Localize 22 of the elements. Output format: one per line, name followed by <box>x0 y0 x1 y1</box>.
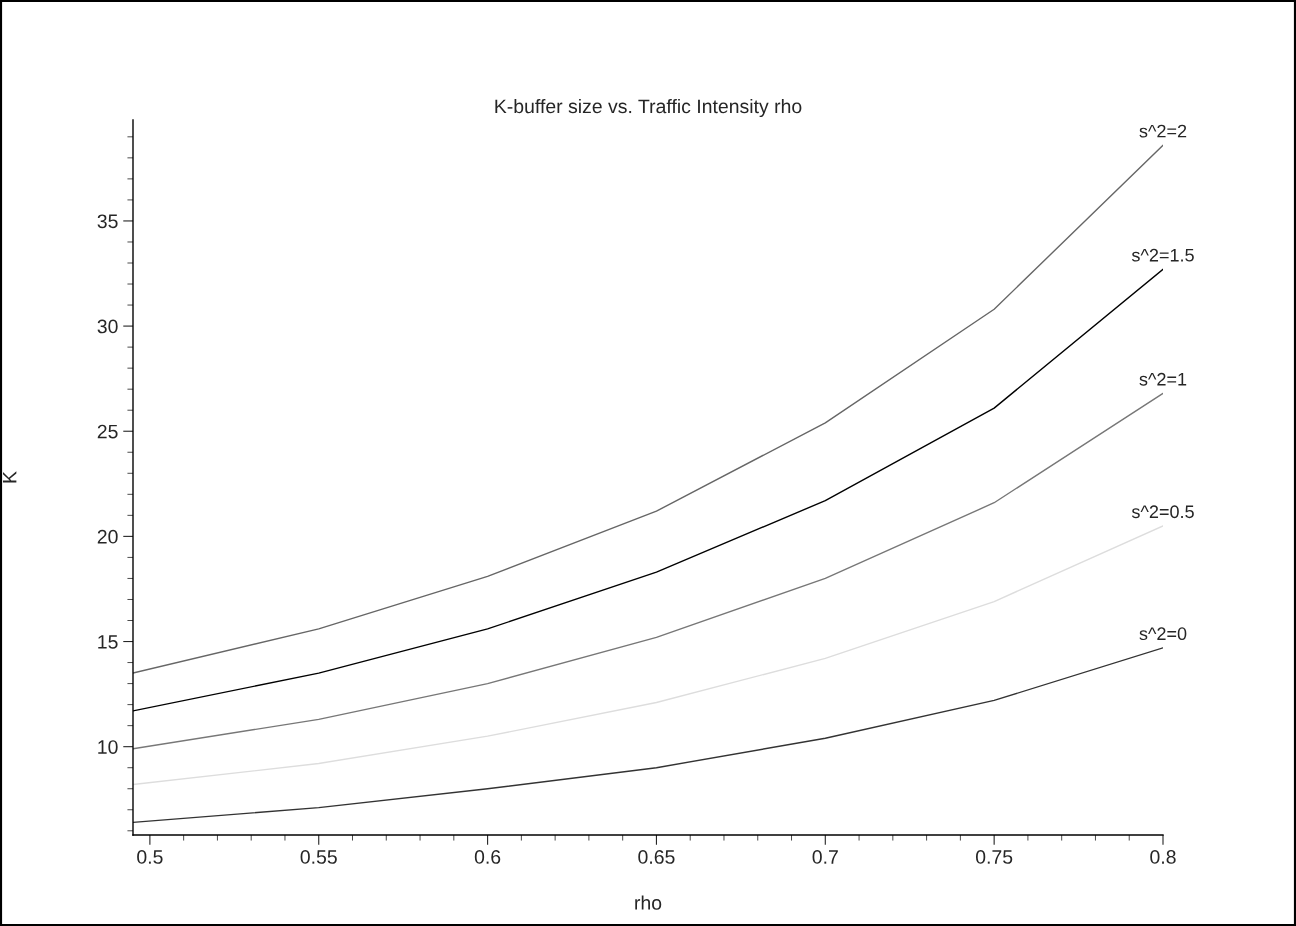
series-label: s^2=0.5 <box>1131 505 1194 519</box>
line-series <box>133 647 1163 824</box>
y-tick-label: 30 <box>97 319 118 334</box>
y-tick-label: 15 <box>98 635 118 649</box>
x-tick-label: 0.75 <box>975 850 1013 864</box>
x-axis-title: rho <box>635 895 662 910</box>
y-tick-label: 10 <box>98 740 118 754</box>
x-tick-label: 0.7 <box>812 850 838 864</box>
x-tick-label: 0.5 <box>137 850 163 864</box>
x-tick-label: 0.6 <box>474 850 501 864</box>
y-tick-label: 35 <box>97 214 118 229</box>
y-tick-label: 20 <box>97 529 118 544</box>
series-label: s^2=2 <box>1139 124 1187 138</box>
series-label: s^2=1 <box>1139 372 1187 386</box>
series-label: s^2=1.5 <box>1131 248 1194 262</box>
series-label: s^2=0 <box>1139 627 1187 641</box>
y-axis-title: K <box>2 471 17 483</box>
x-tick-label: 0.55 <box>300 850 337 864</box>
x-tick-label: 0.65 <box>638 850 675 864</box>
x-tick-label: 0.8 <box>1150 850 1176 864</box>
y-tick-label: 25 <box>97 424 118 439</box>
chart-title: K-buffer size vs. Traffic Intensity rho <box>495 98 802 118</box>
